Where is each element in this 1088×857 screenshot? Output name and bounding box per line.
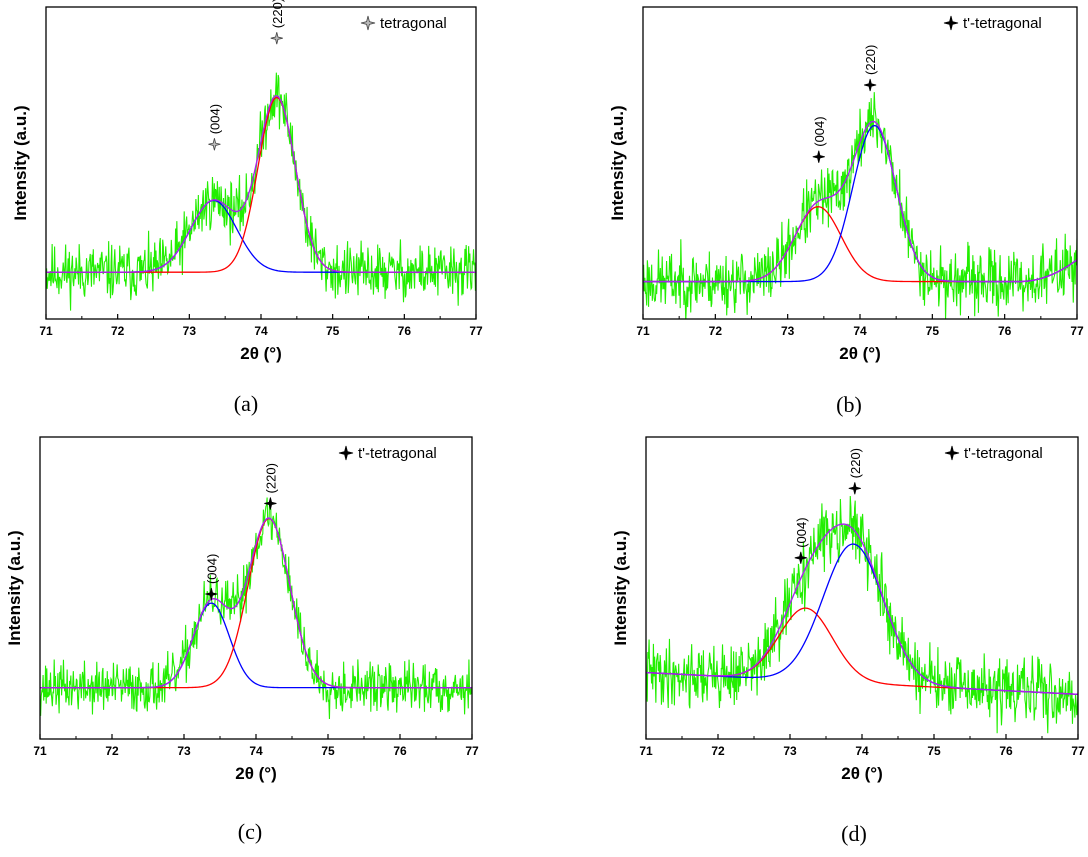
chart-panel-b: 71 72 73 74 75 76 77 2θ (°) Intensity (a.u.) t'-t… <box>608 6 1084 417</box>
x-tick-label: 74 <box>249 744 263 758</box>
measured-data-line <box>46 72 476 311</box>
legend-star-icon <box>943 15 959 31</box>
legend-star-icon <box>944 445 960 461</box>
x-tick-label: 71 <box>39 324 53 338</box>
plot-area <box>643 92 1077 319</box>
plot-area <box>646 495 1078 734</box>
peak-star-icon <box>864 78 877 92</box>
measured-data-line <box>646 495 1078 734</box>
peak-label-2: (220) <box>848 448 863 478</box>
peak-star-icon <box>270 32 283 45</box>
measured-data-line <box>643 92 1077 319</box>
plot-area <box>46 72 476 311</box>
peak-label-1: (004) <box>207 104 222 134</box>
peak-label-2: (220) <box>863 45 878 75</box>
cumulative-fit-line <box>646 523 1078 695</box>
x-tick-label: 71 <box>639 744 653 758</box>
y-axis-label: Intensity (a.u.) <box>611 530 630 645</box>
x-tick-label: 72 <box>111 324 125 338</box>
y-axis-label: Intensity (a.u.) <box>608 105 627 220</box>
cumulative-fit-line <box>46 95 476 273</box>
peak-star-icon <box>848 482 861 495</box>
peak-star-icon <box>794 551 807 564</box>
y-axis-label: Intensity (a.u.) <box>5 530 24 645</box>
peak-star-icon <box>208 138 221 151</box>
x-tick-label: 76 <box>393 744 407 758</box>
panel-caption: (c) <box>238 819 262 844</box>
x-tick-label: 73 <box>183 324 197 338</box>
x-tick-label: 76 <box>998 324 1012 338</box>
x-tick-label: 73 <box>177 744 191 758</box>
legend-star-icon <box>360 15 376 31</box>
peak-label-1: (004) <box>812 116 827 146</box>
peak-star-icon <box>264 497 277 510</box>
x-tick-label: 77 <box>465 744 479 758</box>
x-tick-label: 75 <box>926 324 940 338</box>
chart-panel-c: 71 72 73 74 75 76 77 2θ (°) Intensity (a.u.) t'-t… <box>5 436 479 844</box>
peak-label-2: (220) <box>270 0 285 28</box>
peak-star-icon <box>812 150 825 163</box>
panel-caption: (d) <box>841 821 867 846</box>
legend-label: tetragonal <box>380 15 447 32</box>
peak-label-1: (004) <box>794 517 809 547</box>
x-tick-label: 72 <box>709 324 723 338</box>
chart-panel-a: 71 72 73 74 75 76 77 2θ (°) Intensity (a.u.) tetr… <box>11 0 483 416</box>
panel-caption: (b) <box>836 392 862 417</box>
peak-star-icon <box>205 587 218 601</box>
peak-label-2: (220) <box>263 463 278 493</box>
x-tick-label: 76 <box>999 744 1013 758</box>
x-tick-label: 73 <box>783 744 797 758</box>
x-axis-label: 2θ (°) <box>839 344 881 363</box>
x-tick-label: 77 <box>1070 324 1084 338</box>
fit-peak-2-line <box>646 543 1078 695</box>
x-tick-label: 71 <box>33 744 47 758</box>
chart-panel-d: 71 72 73 74 75 76 77 2θ (°) Intensity (a.u.) t'-t… <box>611 436 1085 846</box>
x-tick-label: 71 <box>636 324 650 338</box>
panel-caption: (a) <box>234 391 258 416</box>
x-tick-label: 75 <box>321 744 335 758</box>
legend-label: t'-tetragonal <box>964 445 1043 462</box>
x-tick-label: 74 <box>254 324 268 338</box>
legend-label: t'-tetragonal <box>963 15 1042 32</box>
x-tick-label: 74 <box>853 324 867 338</box>
x-axis-label: 2θ (°) <box>235 764 277 783</box>
x-tick-label: 74 <box>855 744 869 758</box>
x-axis-label: 2θ (°) <box>240 344 282 363</box>
cumulative-fit-line <box>40 517 472 689</box>
legend-label: t'-tetragonal <box>358 445 437 462</box>
peak-label-1: (004) <box>204 554 219 584</box>
plot-area <box>40 497 472 719</box>
x-tick-label: 77 <box>469 324 483 338</box>
x-tick-label: 77 <box>1071 744 1085 758</box>
x-tick-label: 72 <box>105 744 119 758</box>
x-tick-label: 72 <box>711 744 725 758</box>
x-axis-label: 2θ (°) <box>841 764 883 783</box>
measured-data-line <box>40 497 472 719</box>
x-tick-label: 75 <box>927 744 941 758</box>
legend-star-icon <box>338 445 354 461</box>
x-tick-label: 75 <box>326 324 340 338</box>
y-axis-label: Intensity (a.u.) <box>11 105 30 220</box>
fit-peak-1-line <box>46 199 476 273</box>
x-tick-label: 76 <box>398 324 412 338</box>
cumulative-fit-line <box>643 120 1077 283</box>
plot-frame <box>39 436 473 740</box>
x-tick-label: 73 <box>781 324 795 338</box>
